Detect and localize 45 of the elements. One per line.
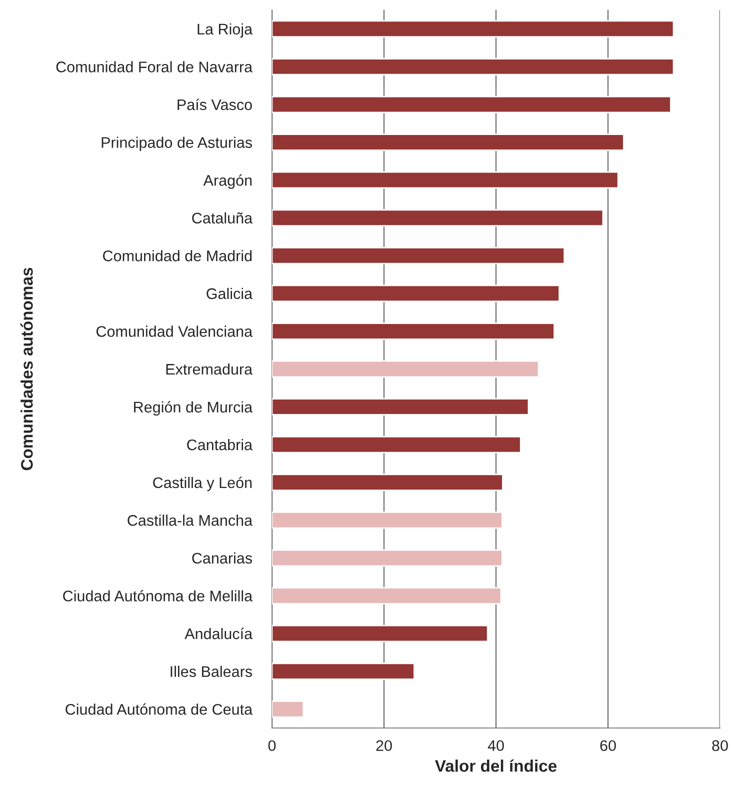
bar bbox=[272, 134, 624, 151]
x-tick-label: 20 bbox=[376, 740, 392, 752]
bar bbox=[272, 662, 415, 680]
bar bbox=[272, 700, 304, 718]
y-axis-title: Comunidades autónomas bbox=[20, 268, 33, 470]
y-tick-label: Ciudad Autónoma de Ceuta bbox=[66, 703, 253, 715]
x-tick-label: 60 bbox=[600, 740, 616, 752]
x-tick-label: 80 bbox=[712, 740, 728, 752]
y-tick-label: Cataluña bbox=[192, 212, 253, 224]
bar bbox=[272, 20, 674, 38]
bar bbox=[272, 96, 672, 114]
y-tick-label: Illes Balears bbox=[170, 666, 252, 677]
bar bbox=[272, 624, 488, 642]
bar bbox=[272, 58, 674, 76]
bar bbox=[272, 247, 566, 264]
bar bbox=[272, 360, 540, 378]
y-tick-label: La Rioja bbox=[198, 23, 253, 38]
y-tick-label: Comunidad Foral de Navarra bbox=[56, 61, 253, 72]
bar bbox=[272, 322, 555, 340]
y-tick-label: Castilla y León bbox=[153, 476, 252, 492]
bar bbox=[272, 171, 619, 189]
y-tick-label: Galicia bbox=[206, 288, 253, 300]
y-tick-label: Aragón bbox=[203, 174, 252, 189]
bar bbox=[272, 398, 530, 416]
y-tick-label: Andalucía bbox=[184, 628, 253, 640]
x-tick-label: 40 bbox=[488, 740, 504, 752]
bar bbox=[272, 436, 522, 454]
y-tick-label: Comunidad de Madrid bbox=[103, 250, 252, 262]
y-tick-label: Extremadura bbox=[166, 363, 253, 375]
bar bbox=[272, 512, 503, 529]
x-axis-title: Valor del índice bbox=[434, 759, 557, 772]
bar bbox=[272, 549, 503, 567]
bar bbox=[272, 474, 504, 491]
y-tick-label: Principado de Asturias bbox=[102, 136, 252, 151]
bar bbox=[272, 587, 502, 604]
y-tick-label: Castilla-la Mancha bbox=[128, 514, 253, 526]
y-tick-label: Cantabria bbox=[187, 439, 253, 450]
bar bbox=[272, 284, 560, 302]
y-tick-label: Ciudad Autónoma de Melilla bbox=[63, 590, 253, 602]
y-tick-label: Región de Murcia bbox=[134, 401, 253, 416]
bar bbox=[272, 209, 604, 226]
y-tick-label: País Vasco bbox=[178, 98, 252, 110]
y-tick-label: Comunidad Valenciana bbox=[96, 326, 253, 337]
y-tick-label: Canarias bbox=[192, 552, 252, 564]
x-tick-label: 0 bbox=[268, 740, 276, 752]
